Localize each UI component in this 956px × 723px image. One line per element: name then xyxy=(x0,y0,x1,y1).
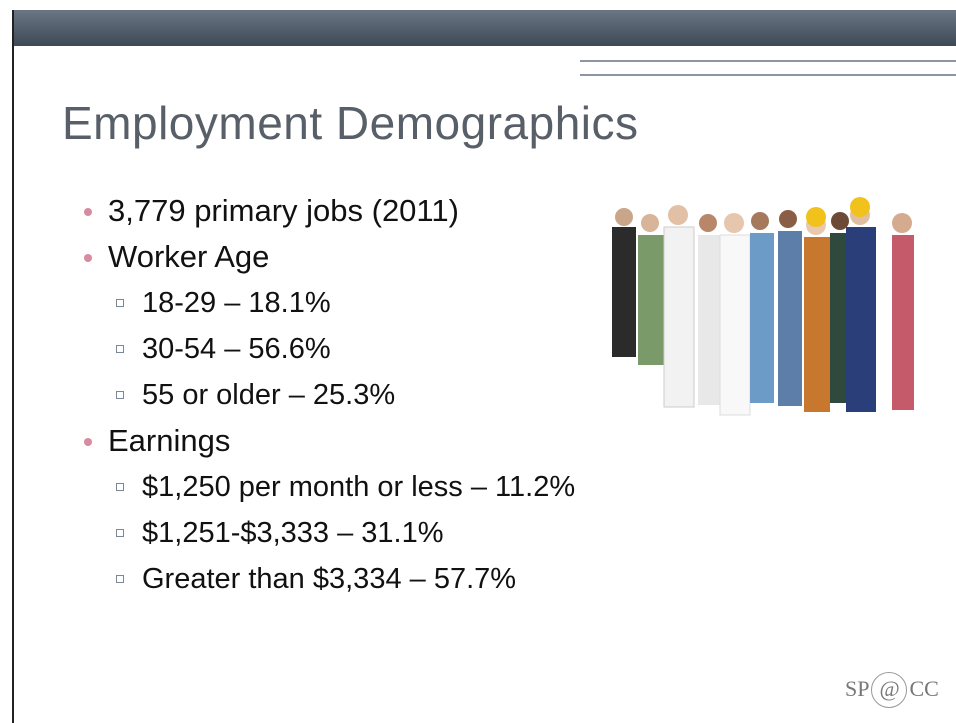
logo-text: CC xyxy=(909,676,939,701)
sub-bullet: $1,250 per month or less – 11.2% xyxy=(80,464,575,510)
sub-bullet: $1,251-$3,333 – 31.1% xyxy=(80,510,575,556)
sub-bullet: 18-29 – 18.1% xyxy=(80,280,575,326)
bullet: Worker Age xyxy=(80,234,575,280)
figures xyxy=(612,197,914,416)
sub-bullet: Greater than $3,334 – 57.7% xyxy=(80,556,575,602)
slide-title: Employment Demographics xyxy=(62,97,639,149)
bullet: 3,779 primary jobs (2011) xyxy=(80,188,575,234)
logo: SP @ CC xyxy=(845,672,939,708)
logo-mark: @ xyxy=(871,672,908,708)
bullet: Earnings xyxy=(80,418,575,464)
header-band xyxy=(12,10,956,46)
logo-text: SP xyxy=(845,676,870,701)
sub-bullet: 55 or older – 25.3% xyxy=(80,372,575,418)
sub-bullet: 30-54 – 56.6% xyxy=(80,326,575,372)
header-accent xyxy=(580,60,956,76)
workers-photo xyxy=(612,197,914,416)
bullet-list: 3,779 primary jobs (2011) Worker Age 18-29… xyxy=(80,188,575,602)
slide-edge xyxy=(12,10,14,723)
